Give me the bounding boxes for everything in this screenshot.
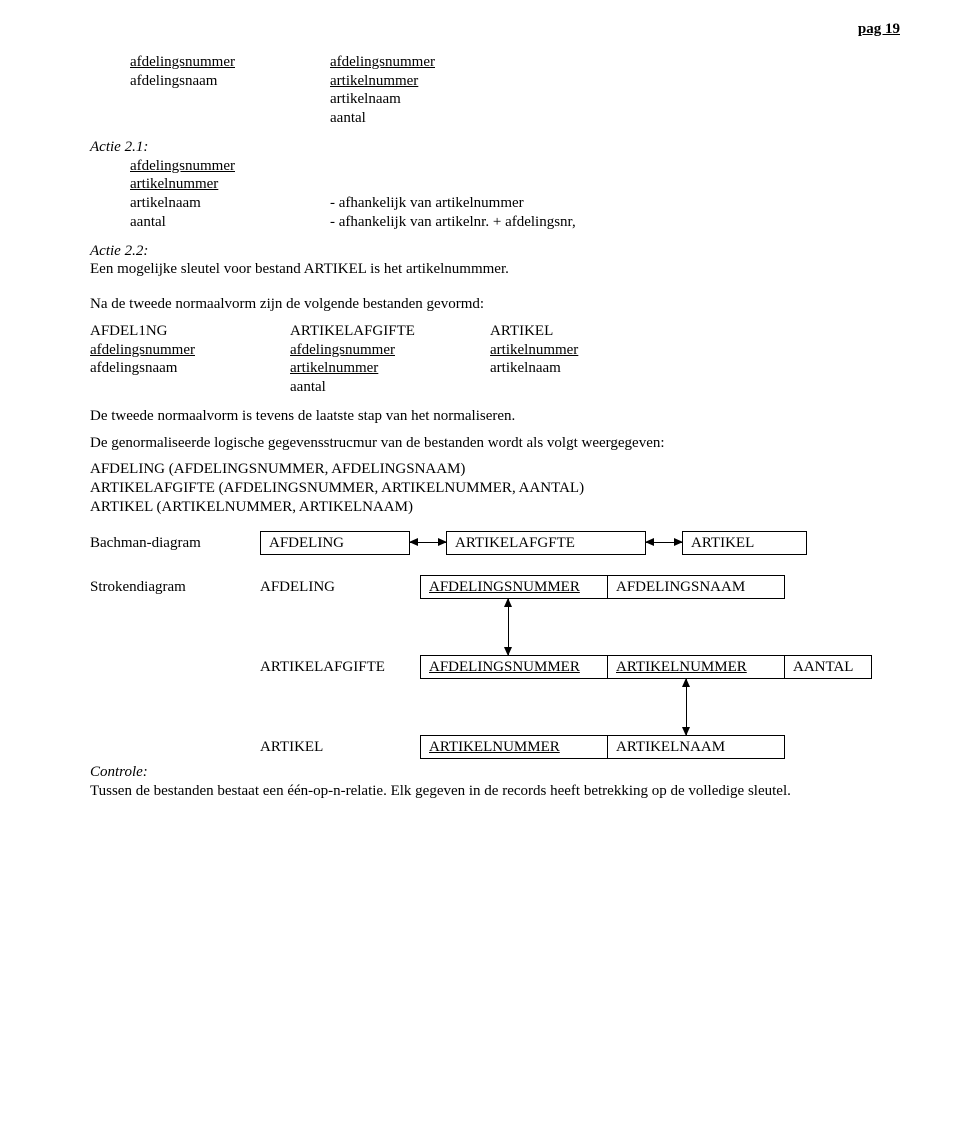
bachman-box-1: AFDELING [260,531,410,556]
strokendiagram: Strokendiagram AFDELING AFDELINGSNUMMER … [90,575,900,759]
stroke-row-3: ARTIKEL ARTIKELNUMMER ARTIKELNAAM [90,735,900,759]
c2-1: afdelingsnummer [290,341,490,360]
a21-left-1: artikelnummer [130,175,330,194]
stroke-name-1: AFDELING [260,578,420,597]
page-number: pag 19 [90,20,900,39]
controle-heading: Controle: [90,763,900,782]
a21-right-spacer1 [330,157,610,176]
bachman-diagram: Bachman-diagram AFDELING ARTIKELAFGFTE A… [90,531,900,556]
actie22-heading: Actie 2.2: [90,242,900,261]
c1-1: afdelingsnummer [90,341,290,360]
block-attribute-pairs: afdelingsnummer afdelingsnaam afdelingsn… [130,53,900,128]
attr-right-3: aantal [330,109,610,128]
para-genorm: De genormaliseerde logische gegevensstru… [90,434,900,453]
schema-2: ARTIKELAFGIFTE (AFDELINGSNUMMER, ARTIKEL… [90,479,900,498]
actie21-heading: Actie 2.1: [90,138,900,157]
bachman-conn-2 [646,542,682,543]
stroke-r3-c0: ARTIKELNUMMER [420,735,607,759]
stroke-r1-c0: AFDELINGSNUMMER [420,575,607,599]
stroke-row-2: ARTIKELAFGIFTE AFDELINGSNUMMER ARTIKELNU… [90,655,900,679]
bachman-box-2: ARTIKELAFGFTE [446,531,646,556]
para-tweede: De tweede normaalvorm is tevens de laats… [90,407,900,426]
vconn-1 [90,599,900,655]
para-na: Na de tweede normaalvorm zijn de volgend… [90,295,900,314]
c1-0: AFDEL1NG [90,322,290,341]
vconn-arrow-1 [508,599,509,655]
c3-1: artikelnummer [490,341,690,360]
vconn-2 [90,679,900,735]
attr-right-1: artikelnummer [330,72,610,91]
stroke-r2-c0: AFDELINGSNUMMER [420,655,607,679]
controle-text: Tussen de bestanden bestaat een één-op-n… [90,782,900,801]
c2-3: aantal [290,378,490,397]
c3-2: artikelnaam [490,359,690,378]
a21-right-c: - afhankelijk van artikelnummer [330,194,610,213]
c3-0: ARTIKEL [490,322,690,341]
c1-2: afdelingsnaam [90,359,290,378]
stroke-r2-c1: ARTIKELNUMMER [607,655,784,679]
c2-2: artikelnummer [290,359,490,378]
a21-right-spacer2 [330,175,610,194]
attr-right-0: afdelingsnummer [330,53,610,72]
stroke-r2-c2: AANTAL [784,655,872,679]
stroke-name-3: ARTIKEL [260,738,420,757]
attr-left-0: afdelingsnummer [130,53,330,72]
bachman-box-3: ARTIKEL [682,531,807,556]
actie21-block: afdelingsnummer artikelnummer artikelnaa… [130,157,900,232]
schema-3: ARTIKEL (ARTIKELNUMMER, ARTIKELNAAM) [90,498,900,517]
stroken-label: Strokendiagram [90,578,260,597]
a21-right-d: - afhankelijk van artikelnr. + afdelings… [330,213,610,232]
a21-left-2: artikelnaam [130,194,330,213]
stroke-name-2: ARTIKELAFGIFTE [260,658,420,677]
bachman-conn-1 [410,542,446,543]
schema-1: AFDELING (AFDELINGSNUMMER, AFDELINGSNAAM… [90,460,900,479]
bachman-label: Bachman-diagram [90,534,260,553]
attr-left-1: afdelingsnaam [130,72,330,91]
a21-left-0: afdelingsnummer [130,157,330,176]
stroke-r3-c1: ARTIKELNAAM [607,735,785,759]
c2-0: ARTIKELAFGIFTE [290,322,490,341]
attr-right-2: artikelnaam [330,90,610,109]
actie22-text: Een mogelijke sleutel voor bestand ARTIK… [90,260,900,279]
vconn-arrow-2 [686,679,687,735]
a21-left-3: aantal [130,213,330,232]
three-col-block: AFDEL1NG afdelingsnummer afdelingsnaam A… [90,322,900,397]
stroke-r1-c1: AFDELINGSNAAM [607,575,785,599]
stroke-row-1: Strokendiagram AFDELING AFDELINGSNUMMER … [90,575,900,599]
